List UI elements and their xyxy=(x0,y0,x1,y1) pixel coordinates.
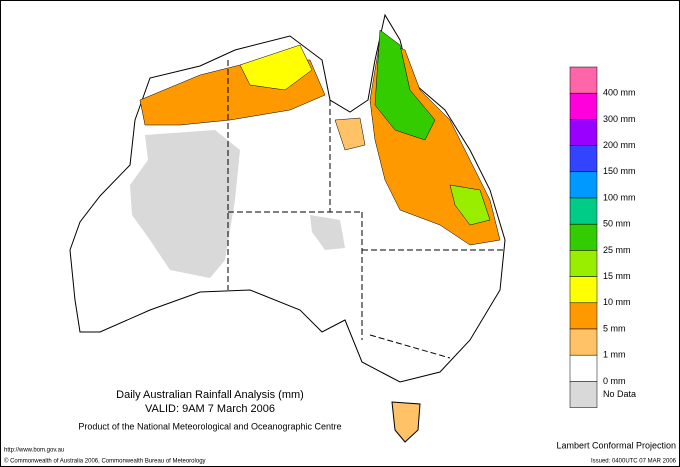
state-borders xyxy=(227,60,505,359)
map-title: Daily Australian Rainfall Analysis (mm) xyxy=(116,389,304,401)
legend-label: 15 mm xyxy=(603,271,631,281)
copyright: © Commonwealth of Australia 2006, Common… xyxy=(4,458,206,465)
rain-area xyxy=(449,184,491,226)
tasmania xyxy=(391,401,421,443)
legend-swatch xyxy=(569,302,598,330)
legend-label: 10 mm xyxy=(603,297,631,307)
rain-area xyxy=(334,117,366,151)
border xyxy=(369,334,451,359)
legend-label: 150 mm xyxy=(603,166,636,176)
legend-swatch xyxy=(569,92,598,120)
legend-swatch xyxy=(569,276,598,304)
product-note: Product of the National Meteorological a… xyxy=(78,421,341,431)
legend-swatch xyxy=(569,145,598,173)
legend-swatch xyxy=(569,66,598,94)
legend-label: 1 mm xyxy=(603,350,626,360)
map-layer xyxy=(69,13,506,443)
no-data-area xyxy=(310,215,345,250)
legend-label: 25 mm xyxy=(603,245,631,255)
legend-label: 50 mm xyxy=(603,219,631,229)
legend-swatch xyxy=(569,197,598,225)
url: http://www.bom.gov.au xyxy=(4,448,64,454)
issued: Issued: 0400UTC 07 MAR 2006 xyxy=(591,459,677,465)
rain-area xyxy=(239,44,313,91)
legend-label: 0 mm xyxy=(603,376,626,386)
legend-swatch xyxy=(569,223,598,251)
legend: 400 mm 300 mm 200 mm 150 mm 100 mm 50 mm 25 mm… xyxy=(569,66,636,408)
legend-swatch xyxy=(569,250,598,277)
projection: Lambert Conformal Projection xyxy=(556,440,676,450)
legend-label: 400 mm xyxy=(603,88,636,98)
legend-swatch xyxy=(569,354,598,382)
legend-label: 100 mm xyxy=(603,192,636,202)
legend-label: 300 mm xyxy=(603,114,636,124)
rain-area xyxy=(374,29,436,141)
no-data-area xyxy=(130,130,240,278)
legend-swatch xyxy=(569,171,598,199)
legend-swatch xyxy=(569,381,598,408)
legend-swatch xyxy=(569,119,598,146)
legend-swatch xyxy=(569,328,598,356)
legend-label: No Data xyxy=(603,389,636,399)
legend-label: 5 mm xyxy=(603,323,626,333)
legend-label: 200 mm xyxy=(603,140,636,150)
valid-date: VALID: 9AM 7 March 2006 xyxy=(145,403,275,415)
